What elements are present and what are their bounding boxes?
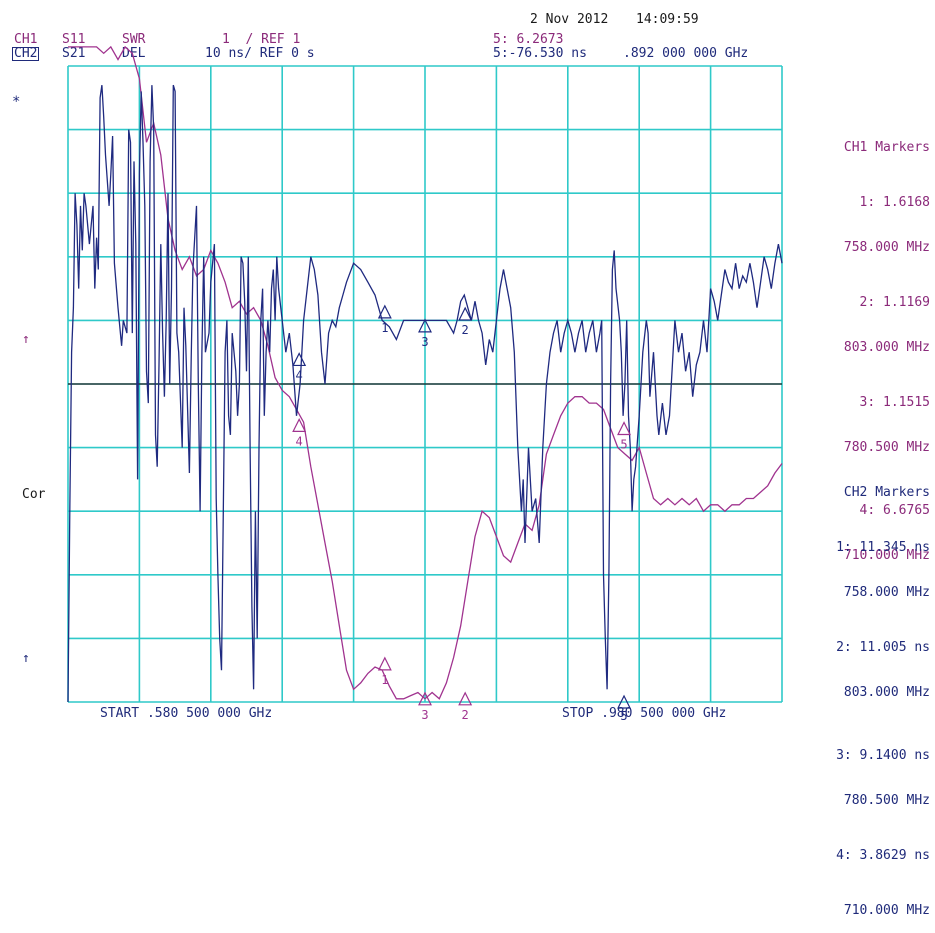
- stop-frequency-label: STOP .980 500 000 GHz: [562, 706, 727, 721]
- marker-ch1-4-label: 4: [296, 434, 303, 448]
- marker-ch1-5-label: 5: [620, 438, 627, 452]
- ch2-markers-title: CH2 Markers: [843, 485, 930, 500]
- marker-ch1-4-symbol[interactable]: [292, 417, 307, 432]
- ch2-param-label: S21: [62, 46, 86, 61]
- network-analyzer-plot[interactable]: 1 2 3 4 5 1 2 3 4 5: [0, 0, 935, 722]
- marker-ch1-3-symbol[interactable]: [418, 691, 432, 706]
- ch2-marker-3-freq: 780.500 MHz: [843, 793, 930, 808]
- ch2-marker-1-freq: 758.000 MHz: [843, 585, 930, 600]
- ch1-scale-label: 1 / REF 1: [222, 32, 301, 47]
- ch2-marker-1-value: 1: 11.345 ns: [836, 540, 930, 555]
- ch1-markers-panel: CH1 Markers 1: 1.6168 758.000 MHz 2: 1.1…: [800, 110, 930, 578]
- ch1-marker-1-freq: 758.000 MHz: [843, 240, 930, 255]
- active-marker-value-ch1: 5: 6.2673: [493, 32, 564, 47]
- ch1-marker-1-value: 1: 1.6168: [859, 195, 930, 210]
- marker-ch2-4-label: 4: [296, 368, 303, 382]
- marker-ch2-5-label: 5: [620, 709, 627, 722]
- ch1-reference-arrow: ↑: [22, 332, 30, 347]
- marker-ch2-5-symbol[interactable]: [617, 694, 631, 709]
- ch2-marker-2-value: 2: 11.005 ns: [836, 640, 930, 655]
- marker-ch1-3-label: 3: [421, 708, 428, 722]
- marker-ch1-1-label: 1: [381, 673, 388, 687]
- ch2-marker-4-value: 4: 3.8629 ns: [836, 848, 930, 863]
- ch1-marker-2-value: 2: 1.1169: [859, 295, 930, 310]
- active-marker-value-ch2: 5:-76.530 ns: [493, 46, 587, 61]
- ch2-s21-delay-trace: [67, 84, 783, 703]
- ch2-marker-2-freq: 803.000 MHz: [843, 685, 930, 700]
- ch1-marker-4-freq: 710.000 MHz: [843, 548, 930, 563]
- ch2-marker-3-value: 3: 9.1400 ns: [836, 748, 930, 763]
- ch1-marker-3-freq: 780.500 MHz: [843, 440, 930, 455]
- ch1-markers-title: CH1 Markers: [843, 140, 930, 155]
- ch1-param-label: S11: [62, 32, 86, 47]
- correction-label: Cor: [22, 487, 46, 502]
- ch2-marker-4-freq: 710.000 MHz: [843, 903, 930, 918]
- ch1-label[interactable]: CH1: [14, 32, 38, 47]
- active-channel-star: *: [12, 94, 21, 110]
- active-marker-frequency: .892 000 000 GHz: [623, 46, 749, 61]
- ch2-reference-arrow: ↑: [22, 651, 30, 666]
- marker-ch1-2-symbol[interactable]: [458, 691, 473, 706]
- marker-ch1-5-symbol[interactable]: [617, 421, 631, 436]
- time-label: 14:09:59: [636, 12, 699, 27]
- ch1-marker-3-value: 3: 1.1515: [859, 395, 930, 410]
- ch1-format-label: SWR: [122, 32, 146, 47]
- marker-ch2-1-symbol[interactable]: [377, 304, 392, 319]
- ch1-marker-4-value: 4: 6.6765: [859, 503, 930, 518]
- marker-ch2-3-symbol[interactable]: [418, 318, 432, 333]
- ch1-marker-2-freq: 803.000 MHz: [843, 340, 930, 355]
- start-frequency-label: START .580 500 000 GHz: [100, 706, 273, 721]
- date-label: 2 Nov 2012: [530, 12, 609, 27]
- marker-ch2-3-label: 3: [421, 335, 428, 349]
- marker-ch2-4-symbol[interactable]: [292, 352, 307, 367]
- marker-ch1-2-label: 2: [462, 708, 469, 722]
- ch2-scale-label: 10 ns/ REF 0 s: [205, 46, 315, 61]
- marker-ch2-1-label: 1: [381, 321, 388, 335]
- marker-ch2-2-label: 2: [462, 323, 469, 337]
- ch2-label[interactable]: CH2: [12, 46, 40, 61]
- marker-ch2-2-symbol[interactable]: [458, 306, 473, 321]
- ch1-s11-swr-trace: [68, 45, 783, 700]
- markers: 1 2 3 4 5 1 2 3 4 5: [292, 304, 631, 722]
- marker-ch1-1-symbol[interactable]: [377, 656, 392, 671]
